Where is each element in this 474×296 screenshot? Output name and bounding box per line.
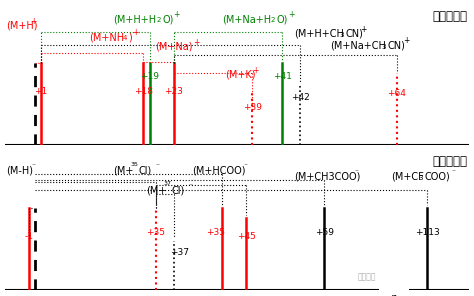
Text: +: +: [252, 66, 258, 75]
Text: Cl): Cl): [172, 185, 185, 195]
Text: +: +: [30, 17, 36, 26]
Text: 2: 2: [270, 17, 274, 23]
Text: Cl): Cl): [139, 166, 152, 176]
Text: +35: +35: [206, 228, 225, 237]
Text: +59: +59: [315, 228, 334, 237]
Text: 2: 2: [157, 17, 161, 23]
Text: +41: +41: [273, 72, 292, 81]
Text: (M-H): (M-H): [6, 166, 33, 176]
Text: CN): CN): [346, 29, 364, 39]
Text: +: +: [173, 10, 180, 19]
Text: ): ): [128, 32, 132, 42]
Text: 3: 3: [382, 44, 386, 49]
Text: +: +: [403, 36, 409, 45]
Text: (M+CH3COO): (M+CH3COO): [294, 171, 361, 181]
Text: +19: +19: [140, 72, 159, 81]
Text: 正离子模式: 正离子模式: [432, 10, 467, 23]
Text: (M+Na+H: (M+Na+H: [222, 14, 271, 24]
Text: (M+H): (M+H): [6, 21, 37, 31]
Text: +64: +64: [387, 89, 406, 98]
Text: (M+CF: (M+CF: [391, 171, 424, 181]
Text: 37: 37: [164, 181, 172, 186]
Text: (M+Na): (M+Na): [155, 42, 193, 52]
Text: ⁻: ⁻: [31, 162, 35, 170]
Text: O): O): [276, 14, 288, 24]
Text: (M+Na+CH: (M+Na+CH: [330, 40, 386, 50]
Text: -1: -1: [24, 232, 33, 241]
Text: +113: +113: [415, 228, 439, 237]
Text: +45: +45: [237, 232, 255, 241]
Text: +35: +35: [146, 228, 165, 237]
Text: CN): CN): [388, 40, 406, 50]
Text: 化学笔记: 化学笔记: [358, 273, 376, 282]
Text: +: +: [288, 10, 295, 19]
Text: (M+H+H: (M+H+H: [113, 14, 156, 24]
Text: ⁻: ⁻: [189, 181, 193, 190]
Text: ⁻: ⁻: [355, 167, 359, 176]
Text: (M+K): (M+K): [225, 70, 255, 80]
Text: $\it{n}$: $\it{n}$: [390, 292, 398, 296]
Text: (M+: (M+: [146, 185, 167, 195]
Text: ⁻: ⁻: [243, 162, 247, 170]
Text: +18: +18: [134, 87, 153, 96]
Text: (M+H+CH: (M+H+CH: [294, 29, 344, 39]
Text: +: +: [361, 25, 367, 34]
Text: +39: +39: [243, 103, 262, 112]
Text: +: +: [193, 38, 200, 47]
Text: 3: 3: [418, 175, 422, 181]
Text: +23: +23: [164, 87, 183, 96]
Text: 4: 4: [122, 36, 127, 41]
Text: 负离子模式: 负离子模式: [432, 155, 467, 168]
Text: (M+: (M+: [113, 166, 134, 176]
Text: +42: +42: [291, 93, 310, 102]
Text: O): O): [163, 14, 174, 24]
Text: 3: 3: [339, 32, 344, 38]
Text: (M+NH: (M+NH: [89, 32, 124, 42]
Text: COO): COO): [424, 171, 450, 181]
Text: ⁻: ⁻: [155, 162, 160, 170]
Text: +: +: [133, 28, 139, 37]
Text: ⁻: ⁻: [451, 167, 455, 176]
Text: +37: +37: [170, 248, 189, 257]
Text: 35: 35: [130, 162, 138, 167]
Text: (M+HCOO): (M+HCOO): [192, 166, 245, 176]
Text: +1: +1: [34, 87, 47, 96]
